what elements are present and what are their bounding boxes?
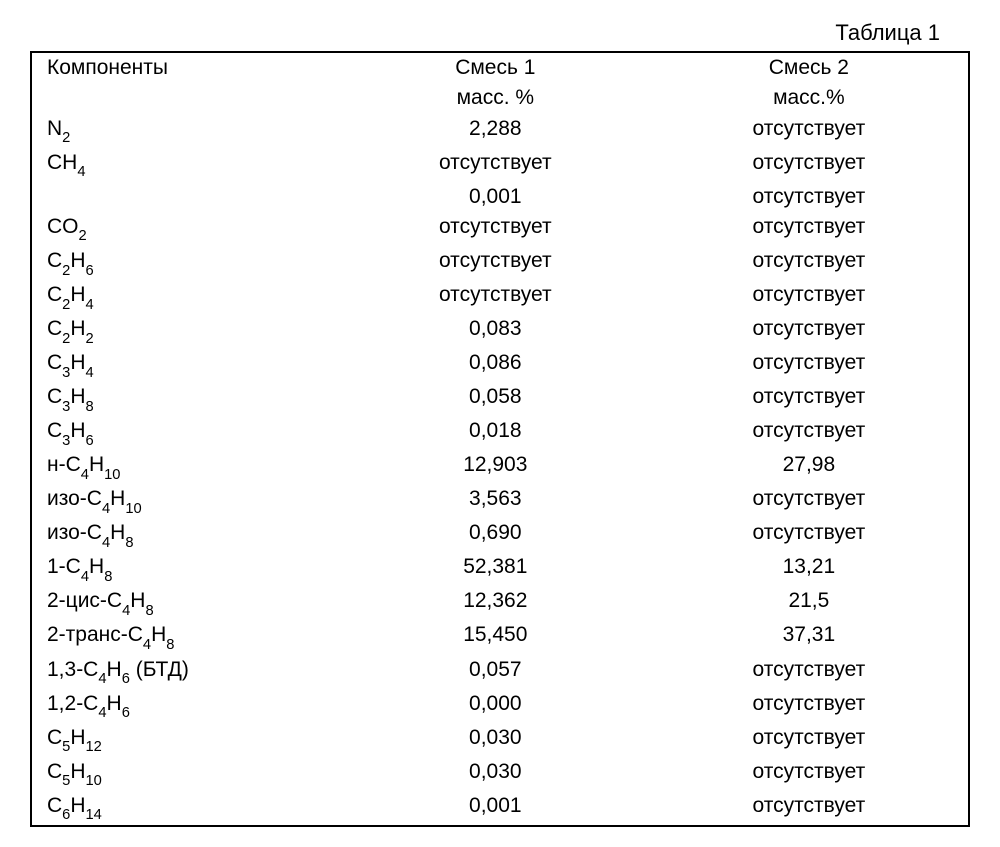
- table-row: C2H20,083отсутствует: [32, 314, 968, 348]
- cell-component: 1-C4H8: [32, 552, 341, 586]
- table-row: C2H6отсутствуетотсутствует: [32, 246, 968, 280]
- table-row: CH4отсутствуетотсутствует: [32, 148, 968, 182]
- cell-mix1: 0,690: [341, 518, 650, 552]
- table-row: изо-C4H103,563отсутствует: [32, 484, 968, 518]
- cell-mix1: 0,001: [341, 791, 650, 825]
- cell-mix2: отсутствует: [650, 757, 968, 791]
- cell-mix2: отсутствует: [650, 416, 968, 450]
- composition-table-container: Компоненты Смесь 1 Смесь 2 масс. % масс.…: [30, 51, 970, 827]
- cell-component: 1,2-C4H6: [32, 689, 341, 723]
- composition-table: Компоненты Смесь 1 Смесь 2 масс. % масс.…: [32, 53, 968, 825]
- cell-mix1: 0,018: [341, 416, 650, 450]
- header-blank: [32, 83, 341, 113]
- table-row: 1-C4H852,38113,21: [32, 552, 968, 586]
- cell-mix2: отсутствует: [650, 280, 968, 314]
- cell-mix1: 0,030: [341, 757, 650, 791]
- table-row: изо-C4H80,690отсутствует: [32, 518, 968, 552]
- cell-component: CO2: [32, 212, 341, 246]
- cell-component: C3H6: [32, 416, 341, 450]
- cell-mix2: 37,31: [650, 620, 968, 654]
- cell-mix1: 0,030: [341, 723, 650, 757]
- cell-component: н-C4H10: [32, 450, 341, 484]
- table-row: 1,2-C4H60,000отсутствует: [32, 689, 968, 723]
- cell-mix2: 21,5: [650, 586, 968, 620]
- table-row: C5H120,030отсутствует: [32, 723, 968, 757]
- cell-component: C2H6: [32, 246, 341, 280]
- cell-component: CH4: [32, 148, 341, 182]
- cell-mix1: 2,288: [341, 114, 650, 148]
- cell-mix2: отсутствует: [650, 382, 968, 416]
- cell-mix1: 12,362: [341, 586, 650, 620]
- cell-mix2: отсутствует: [650, 314, 968, 348]
- cell-component: изо-C4H8: [32, 518, 341, 552]
- table-row: 1,3-C4H6 (БТД)0,057отсутствует: [32, 655, 968, 689]
- table-row: N22,288отсутствует: [32, 114, 968, 148]
- header-mix1-line2: масс. %: [341, 83, 650, 113]
- cell-component: C6H14: [32, 791, 341, 825]
- cell-mix2: отсутствует: [650, 246, 968, 280]
- cell-mix2: отсутствует: [650, 689, 968, 723]
- cell-mix1: отсутствует: [341, 212, 650, 246]
- table-row: C2H4отсутствуетотсутствует: [32, 280, 968, 314]
- cell-mix1: 12,903: [341, 450, 650, 484]
- cell-mix2: отсутствует: [650, 348, 968, 382]
- cell-mix2: отсутствует: [650, 518, 968, 552]
- cell-mix1: 0,001: [341, 182, 650, 212]
- cell-component: C5H12: [32, 723, 341, 757]
- cell-mix1: 52,381: [341, 552, 650, 586]
- cell-mix1: отсутствует: [341, 280, 650, 314]
- table-row: C6H140,001отсутствует: [32, 791, 968, 825]
- cell-component: 2-цис-C4H8: [32, 586, 341, 620]
- cell-mix1: 0,057: [341, 655, 650, 689]
- cell-mix1: 0,000: [341, 689, 650, 723]
- cell-component: [32, 182, 341, 212]
- table-row: 0,001отсутствует: [32, 182, 968, 212]
- cell-mix2: отсутствует: [650, 148, 968, 182]
- cell-mix1: 15,450: [341, 620, 650, 654]
- cell-mix1: 0,083: [341, 314, 650, 348]
- cell-mix1: отсутствует: [341, 246, 650, 280]
- cell-component: изо-C4H10: [32, 484, 341, 518]
- cell-mix2: отсутствует: [650, 484, 968, 518]
- header-mix2-line1: Смесь 2: [650, 53, 968, 83]
- cell-component: C2H2: [32, 314, 341, 348]
- header-row-1: Компоненты Смесь 1 Смесь 2: [32, 53, 968, 83]
- cell-mix2: отсутствует: [650, 723, 968, 757]
- cell-mix1: 3,563: [341, 484, 650, 518]
- cell-component: N2: [32, 114, 341, 148]
- table-row: C3H60,018отсутствует: [32, 416, 968, 450]
- cell-mix2: отсутствует: [650, 212, 968, 246]
- cell-mix1: отсутствует: [341, 148, 650, 182]
- table-row: CO2отсутствуетотсутствует: [32, 212, 968, 246]
- cell-mix2: 13,21: [650, 552, 968, 586]
- cell-component: C3H4: [32, 348, 341, 382]
- cell-component: 2-транс-C4H8: [32, 620, 341, 654]
- table-row: C5H100,030отсутствует: [32, 757, 968, 791]
- table-row: н-C4H1012,90327,98: [32, 450, 968, 484]
- cell-component: C2H4: [32, 280, 341, 314]
- table-row: C3H80,058отсутствует: [32, 382, 968, 416]
- table-row: 2-транс-C4H815,45037,31: [32, 620, 968, 654]
- table-caption: Таблица 1: [30, 20, 970, 46]
- cell-mix1: 0,058: [341, 382, 650, 416]
- header-row-2: масс. % масс.%: [32, 83, 968, 113]
- cell-component: 1,3-C4H6 (БТД): [32, 655, 341, 689]
- cell-mix2: отсутствует: [650, 114, 968, 148]
- cell-mix2: 27,98: [650, 450, 968, 484]
- table-row: C3H40,086отсутствует: [32, 348, 968, 382]
- cell-component: C3H8: [32, 382, 341, 416]
- cell-component: C5H10: [32, 757, 341, 791]
- header-mix1-line1: Смесь 1: [341, 53, 650, 83]
- header-mix2-line2: масс.%: [650, 83, 968, 113]
- cell-mix2: отсутствует: [650, 791, 968, 825]
- header-component: Компоненты: [32, 53, 341, 83]
- cell-mix2: отсутствует: [650, 655, 968, 689]
- cell-mix1: 0,086: [341, 348, 650, 382]
- cell-mix2: отсутствует: [650, 182, 968, 212]
- table-row: 2-цис-C4H812,36221,5: [32, 586, 968, 620]
